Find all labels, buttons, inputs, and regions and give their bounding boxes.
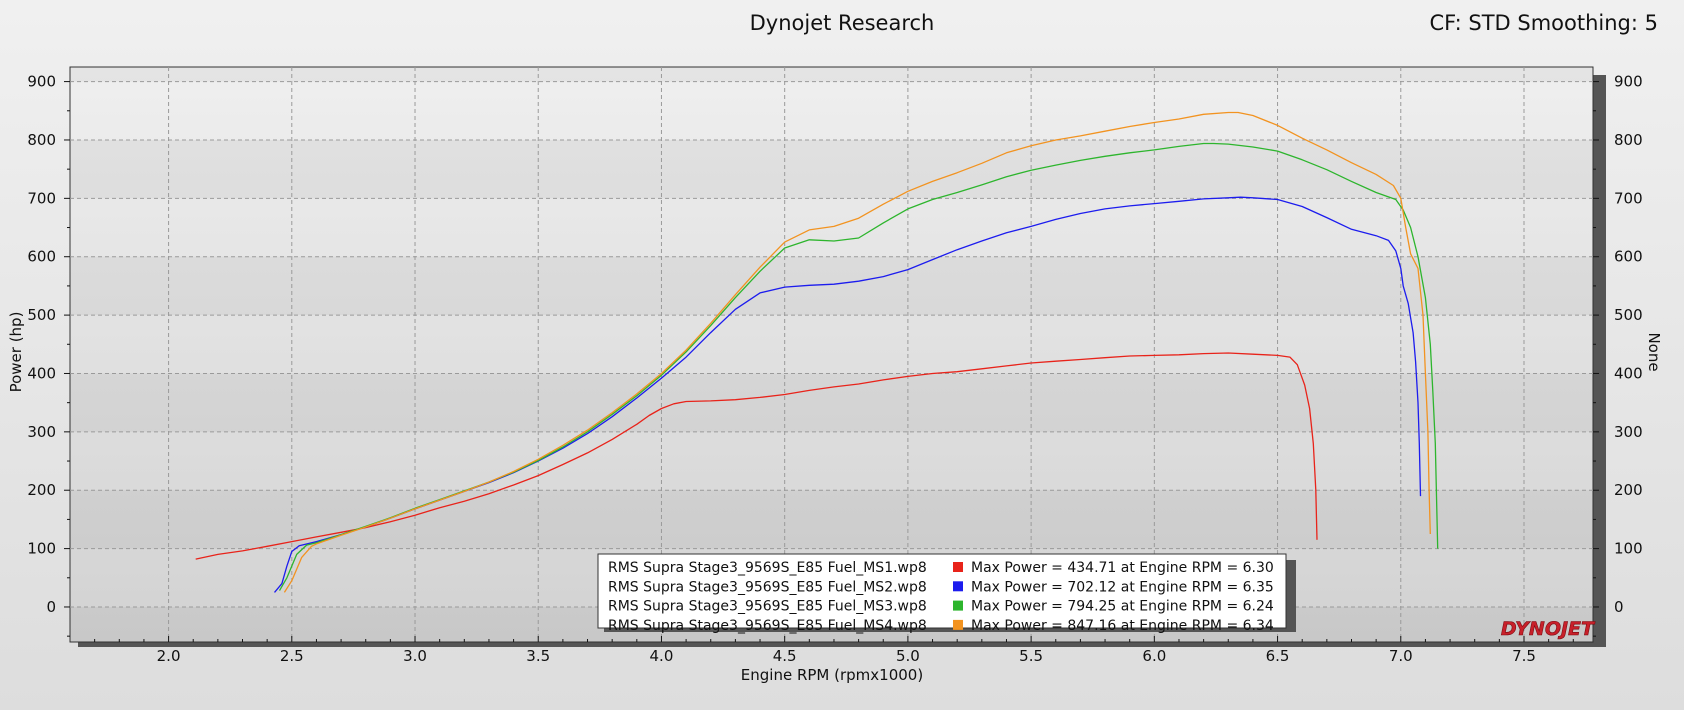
x-tick-label: 4.5 — [773, 647, 797, 665]
x-tick-label: 7.0 — [1389, 647, 1413, 665]
y-tick-label: 400 — [27, 364, 56, 382]
y-tick-label: 600 — [27, 248, 56, 266]
x-tick-label: 6.0 — [1142, 647, 1166, 665]
x-tick-label: 5.0 — [896, 647, 920, 665]
legend-max-power: Max Power = 702.12 at Engine RPM = 6.35 — [971, 579, 1274, 595]
y-tick-label: 100 — [27, 540, 56, 558]
y2-tick-label: 900 — [1614, 73, 1643, 91]
dynojet-logo: DYNOJET — [1501, 618, 1596, 640]
y2-tick-label: 300 — [1614, 423, 1643, 441]
y-tick-label: 300 — [27, 423, 56, 441]
x-axis-label: Engine RPM (rpmx1000) — [741, 666, 923, 684]
y-tick-label: 800 — [27, 131, 56, 149]
legend-max-power: Max Power = 794.25 at Engine RPM = 6.24 — [971, 599, 1274, 615]
x-tick-label: 3.5 — [526, 647, 550, 665]
y-tick-label: 900 — [27, 73, 56, 91]
legend-box — [597, 553, 1287, 629]
band — [70, 67, 1593, 82]
y2-tick-label: 100 — [1614, 540, 1643, 558]
y2-axis-label: None — [1645, 332, 1663, 371]
y2-tick-label: 0 — [1614, 598, 1624, 616]
x-tick-label: 2.5 — [280, 647, 304, 665]
x-tick-label: 3.0 — [403, 647, 427, 665]
gridlines — [70, 67, 1593, 642]
correction-factor-text: CF: STD Smoothing: 5 — [1430, 11, 1658, 35]
legend-series-name: RMS Supra Stage3_9569S_E85 Fuel_MS3.wp8 — [608, 599, 927, 615]
x-tick-label: 5.5 — [1019, 647, 1043, 665]
y2-tick-label: 700 — [1614, 189, 1643, 207]
series-line-ms1 — [195, 352, 1318, 560]
legend: RMS Supra Stage3_9569S_E85 Fuel_MS1.wp8 M… — [597, 553, 1296, 634]
band — [70, 256, 1593, 316]
legend-swatch — [953, 581, 963, 592]
series-layer — [195, 111, 1439, 593]
y-tick-label: 0 — [46, 598, 56, 616]
series-line-ms4 — [283, 111, 1431, 593]
legend-max-power: Max Power = 847.16 at Engine RPM = 6.34 — [971, 618, 1274, 634]
axes: 0 0 100 100 200 200 300 300 400 400 500 500 600 600 70… — [27, 73, 1642, 665]
band — [70, 373, 1593, 432]
y2-tick-label: 500 — [1614, 306, 1643, 324]
x-tick-label: 7.5 — [1512, 647, 1536, 665]
chart-title: Dynojet Research — [750, 11, 935, 35]
band — [70, 139, 1593, 199]
x-tick-label: 2.0 — [157, 647, 181, 665]
legend-series-name: RMS Supra Stage3_9569S_E85 Fuel_MS2.wp8 — [608, 579, 927, 595]
legend-swatch — [953, 600, 963, 611]
y-tick-label: 200 — [27, 481, 56, 499]
legend-max-power: Max Power = 434.71 at Engine RPM = 6.30 — [971, 560, 1274, 576]
y2-tick-label: 200 — [1614, 481, 1643, 499]
legend-series-name: RMS Supra Stage3_9569S_E85 Fuel_MS4.wp8 — [608, 618, 927, 634]
legend-swatch — [953, 562, 963, 572]
horizontal-bands — [70, 67, 1593, 642]
x-tick-label: 4.0 — [650, 647, 674, 665]
y-axis-label: Power (hp) — [7, 312, 25, 393]
legend-series-name: RMS Supra Stage3_9569S_E85 Fuel_MS1.wp8 — [608, 560, 927, 576]
y-tick-label: 700 — [27, 189, 56, 207]
x-tick-label: 6.5 — [1266, 647, 1290, 665]
plot-area — [69, 66, 1594, 643]
y2-tick-label: 800 — [1614, 131, 1643, 149]
y-tick-label: 500 — [27, 306, 56, 324]
legend-swatch — [953, 619, 963, 630]
y2-tick-label: 400 — [1614, 364, 1643, 382]
y2-tick-label: 600 — [1614, 248, 1643, 266]
